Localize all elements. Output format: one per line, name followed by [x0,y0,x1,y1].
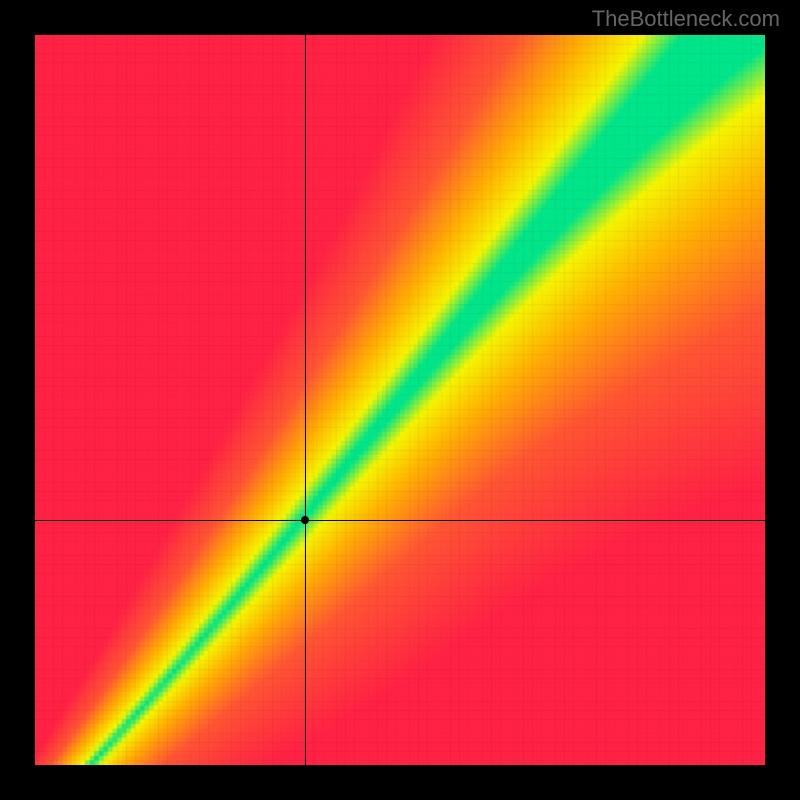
bottleneck-heatmap [35,35,765,765]
crosshair-vertical [305,35,306,765]
crosshair-horizontal [35,520,765,521]
watermark-text: TheBottleneck.com [592,6,780,32]
plot-area [35,35,765,765]
selection-marker[interactable] [301,516,309,524]
